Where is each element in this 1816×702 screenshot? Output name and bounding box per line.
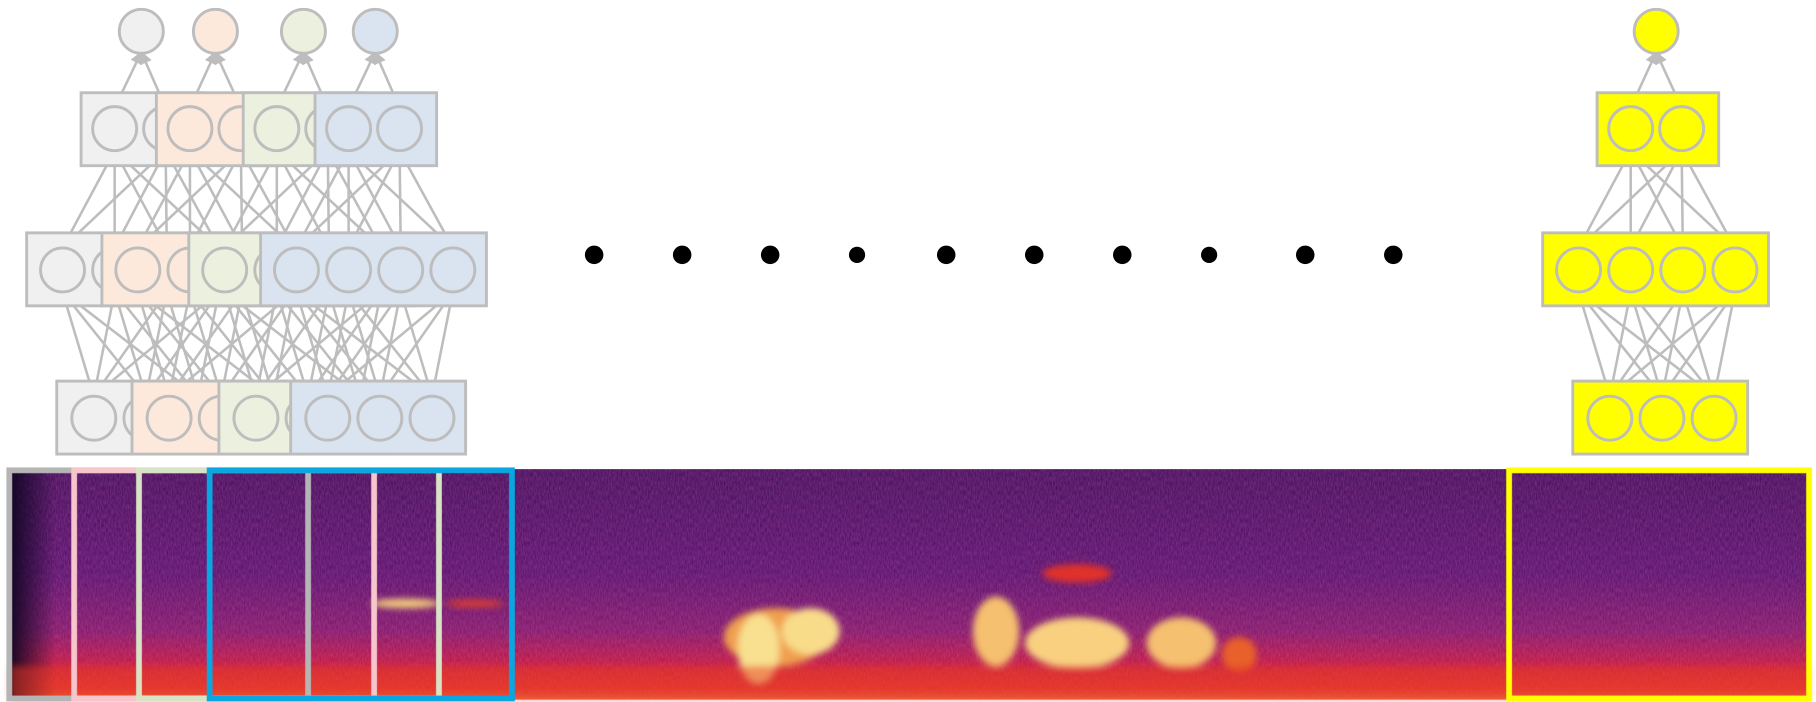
node [1607,105,1655,153]
spectrogram-noise [9,469,1810,700]
connection [347,290,433,397]
connection [358,290,386,397]
connection [1577,290,1663,397]
windows [6,467,1812,702]
node [325,246,373,294]
node [166,105,214,153]
window [206,467,515,702]
connection [1575,290,1612,397]
connection [135,290,171,397]
spectrogram [9,469,1810,700]
node [1555,246,1603,294]
connection [295,290,381,397]
connection [1712,290,1739,397]
connection [61,290,199,398]
output-node [351,7,399,55]
node [1638,394,1686,442]
dot [584,245,604,265]
window [1506,467,1812,702]
connection [1629,290,1716,397]
dot [936,245,956,265]
dot [1112,245,1132,265]
node [253,105,301,153]
node [304,394,352,442]
spectrogram-edge [9,469,56,700]
connection [61,290,147,397]
connection [221,290,258,397]
node [408,394,456,442]
node [356,394,404,442]
node [201,246,249,294]
node [273,246,320,294]
dot [1201,246,1218,263]
dot [1024,245,1044,265]
connection [223,290,310,397]
output-node [191,7,239,55]
connection [163,290,200,397]
node [232,394,280,442]
connection [1680,290,1716,397]
dot [672,245,692,265]
node [1607,246,1655,294]
connection [223,290,361,398]
node [377,246,425,294]
connection [397,290,434,397]
connection [196,290,223,397]
node [91,105,139,153]
node [429,246,477,294]
node [39,246,86,294]
dot [1384,245,1403,265]
node [145,394,193,442]
node [1690,394,1738,442]
connection [275,290,362,397]
connection [326,290,362,397]
node [1586,394,1634,442]
output-node [117,7,165,55]
connection [1577,290,1715,398]
networks [25,7,1770,456]
connection [295,290,433,398]
dot [848,246,866,263]
ellipsis [584,245,1403,265]
node [1658,105,1706,153]
connection [136,290,223,397]
node [1659,246,1707,294]
connection [430,290,457,397]
node [70,394,118,442]
output-node [279,7,327,55]
output-node [1632,7,1680,55]
node [376,105,424,153]
dot [760,245,780,265]
node [1711,246,1759,294]
connection [59,290,96,397]
connection [113,290,200,397]
node [325,105,373,153]
dot [1295,245,1315,265]
node [114,246,162,294]
connection [293,290,329,397]
